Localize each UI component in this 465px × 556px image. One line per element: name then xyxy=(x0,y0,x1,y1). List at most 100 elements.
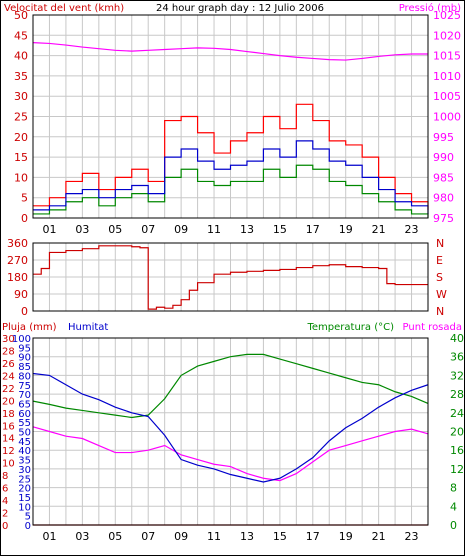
rain-tick-label: 6 xyxy=(2,484,8,495)
x-tick-label: 21 xyxy=(372,530,386,543)
direction-tick-label: 180 xyxy=(7,271,28,284)
rain-tick-label: 28 xyxy=(2,346,15,357)
wind-line xyxy=(33,140,429,214)
compass-tick-label: E xyxy=(436,254,443,267)
x-tick-label: 07 xyxy=(141,223,155,236)
rain-tick-label: 26 xyxy=(2,359,15,370)
pressure-tick-label: 990 xyxy=(433,151,454,164)
direction-tick-label: 0 xyxy=(21,305,28,318)
x-tick-label: 09 xyxy=(174,223,188,236)
humidity-tick-label: 30 xyxy=(18,465,31,476)
panel-wind-series xyxy=(32,42,429,218)
x-tick-label: 09 xyxy=(174,530,188,543)
humidity-tick-label: 75 xyxy=(18,381,31,392)
temperature-tick-label: 16 xyxy=(450,444,464,457)
temperature-line xyxy=(32,353,429,419)
temperature-tick-label: 0 xyxy=(450,519,457,532)
humidity-tick-label: 100 xyxy=(12,334,31,345)
humidity-tick-label: 60 xyxy=(18,409,31,420)
x-tick-label: 11 xyxy=(207,530,221,543)
temperature-ticks: 0 4 8 12 16 20 24 28 32 36 40 xyxy=(450,332,464,532)
wind-tick-label: 5 xyxy=(21,192,28,205)
humidity-tick-label: 65 xyxy=(18,399,31,410)
compass-tick-label: N xyxy=(436,305,444,318)
temperature-tick-label: 12 xyxy=(450,463,464,476)
x-tick-label: 21 xyxy=(372,223,386,236)
direction-tick-label: 90 xyxy=(14,288,28,301)
compass-tick-label: W xyxy=(436,288,447,301)
x-tick-label: 23 xyxy=(405,223,419,236)
x-tick-label: 17 xyxy=(306,530,320,543)
humidity-tick-label: 20 xyxy=(18,484,31,495)
pressure-tick-label: 1020 xyxy=(433,29,461,42)
panel-temp-frame xyxy=(32,337,429,526)
rain-tick-label: 20 xyxy=(2,396,15,407)
temperature-tick-label: 28 xyxy=(450,388,464,401)
temperature-tick-label: 20 xyxy=(450,426,464,439)
humidity-ticks: 0510152025303540455055606570758085909510… xyxy=(12,334,31,532)
rain-tick-label: 30 xyxy=(2,334,15,345)
humidity-tick-label: 5 xyxy=(25,512,31,523)
pressure-tick-label: 1015 xyxy=(433,50,461,63)
x-tick-label: 07 xyxy=(141,530,155,543)
pressure-axis-title: Pressió (mb) xyxy=(399,2,461,14)
rain-axis-title: Pluja (mm) xyxy=(2,322,57,333)
humidity-tick-label: 90 xyxy=(18,353,31,364)
humidity-axis-title: Humitat xyxy=(68,322,108,333)
rain-tick-label: 16 xyxy=(2,421,15,432)
temperature-tick-label: 32 xyxy=(450,369,464,382)
wind-tick-label: 40 xyxy=(14,50,28,63)
pressure-tick-label: 985 xyxy=(433,171,454,184)
x-tick-label: 15 xyxy=(273,223,287,236)
humidity-tick-label: 0 xyxy=(25,521,31,532)
x-tick-label: 03 xyxy=(75,530,89,543)
x-tick-label: 13 xyxy=(240,223,254,236)
pressure-tick-label: 975 xyxy=(433,212,454,225)
humidity-tick-label: 50 xyxy=(18,428,31,439)
wind-tick-label: 20 xyxy=(14,131,28,144)
rain-tick-label: 22 xyxy=(2,384,15,395)
wind-tick-label: 30 xyxy=(14,90,28,103)
pressure-tick-label: 1025 xyxy=(433,9,461,22)
temperature-tick-label: 40 xyxy=(450,332,464,345)
wind-tick-label: 35 xyxy=(14,70,28,83)
wind-tick-label: 0 xyxy=(21,212,28,225)
humidity-tick-label: 35 xyxy=(18,456,31,467)
humidity-tick-label: 40 xyxy=(18,446,31,457)
x-tick-label: 03 xyxy=(75,223,89,236)
rain-tick-label: 14 xyxy=(2,434,15,445)
temperature-axis-title: Temperatura (°C) xyxy=(306,322,394,333)
direction-tick-label: 270 xyxy=(7,254,28,267)
panel-direction-grid xyxy=(33,243,428,311)
rain-tick-label: 24 xyxy=(2,371,15,382)
rain-tick-label: 0 xyxy=(2,521,8,532)
temperature-tick-label: 36 xyxy=(450,351,464,364)
humidity-tick-label: 10 xyxy=(18,502,31,513)
x-tick-label: 17 xyxy=(306,223,320,236)
panel-wind-frame xyxy=(32,14,429,219)
direction-ticks: 0 90 180 270 360 xyxy=(7,237,28,318)
temperature-tick-label: 8 xyxy=(450,482,457,495)
wind-tick-label: 45 xyxy=(14,29,28,42)
humidity-tick-label: 15 xyxy=(18,493,31,504)
chart-title: 24 hour graph day : 12 Julio 2006 xyxy=(156,3,324,14)
panel-temp-x-ticks: 01 03 05 07 09 11 13 15 17 19 21 23 xyxy=(42,530,418,543)
temperature-tick-label: 4 xyxy=(450,500,457,513)
x-tick-label: 19 xyxy=(339,530,353,543)
humidity-tick-label: 70 xyxy=(18,390,31,401)
wind-tick-label: 25 xyxy=(14,111,28,124)
pressure-tick-label: 995 xyxy=(433,131,454,144)
dewpoint-line xyxy=(32,426,429,482)
x-tick-label: 13 xyxy=(240,530,254,543)
rain-tick-label: 4 xyxy=(2,496,8,507)
direction-tick-label: 360 xyxy=(7,237,28,250)
x-tick-label: 05 xyxy=(108,223,122,236)
panel-wind-x-ticks: 01 03 05 07 09 11 13 15 17 19 21 23 xyxy=(42,223,418,236)
humidity-line xyxy=(32,372,429,483)
wind-axis-title: Velocitat del vent (kmh) xyxy=(4,3,124,14)
compass-tick-label: N xyxy=(436,237,444,250)
x-tick-label: 01 xyxy=(42,223,56,236)
